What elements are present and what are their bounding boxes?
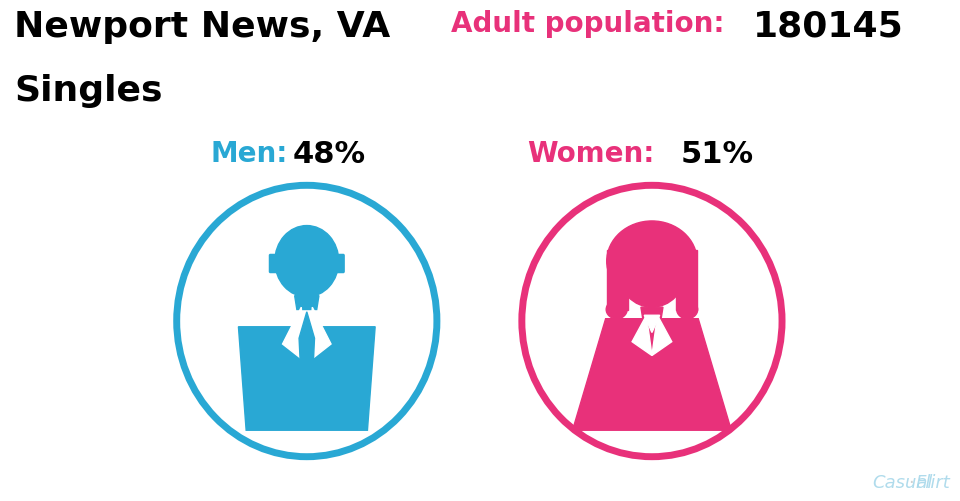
- Ellipse shape: [607, 221, 697, 302]
- Text: Men:: Men:: [211, 140, 288, 168]
- Text: ·: ·: [908, 473, 914, 491]
- Polygon shape: [238, 327, 375, 430]
- Text: 180145: 180145: [753, 10, 903, 44]
- Polygon shape: [282, 308, 304, 362]
- Text: Adult population:: Adult population:: [450, 10, 724, 38]
- Ellipse shape: [677, 301, 698, 319]
- Circle shape: [619, 238, 685, 308]
- Text: Casual: Casual: [873, 473, 933, 491]
- Polygon shape: [572, 319, 732, 430]
- Polygon shape: [295, 296, 319, 310]
- Text: Singles: Singles: [14, 74, 163, 108]
- Text: Women:: Women:: [527, 140, 655, 168]
- Ellipse shape: [606, 301, 627, 319]
- Text: Newport News, VA: Newport News, VA: [14, 10, 391, 44]
- Polygon shape: [641, 308, 663, 321]
- Polygon shape: [644, 316, 660, 333]
- Ellipse shape: [275, 226, 339, 297]
- Circle shape: [522, 186, 782, 457]
- FancyBboxPatch shape: [333, 255, 344, 273]
- FancyBboxPatch shape: [270, 255, 280, 273]
- Polygon shape: [607, 250, 628, 310]
- Polygon shape: [300, 312, 315, 396]
- Polygon shape: [676, 250, 697, 310]
- Polygon shape: [632, 316, 652, 356]
- Text: Flirt: Flirt: [916, 473, 950, 491]
- Polygon shape: [309, 308, 331, 362]
- Text: 48%: 48%: [293, 140, 366, 169]
- Polygon shape: [652, 316, 672, 356]
- Circle shape: [177, 186, 437, 457]
- Text: 51%: 51%: [681, 140, 754, 169]
